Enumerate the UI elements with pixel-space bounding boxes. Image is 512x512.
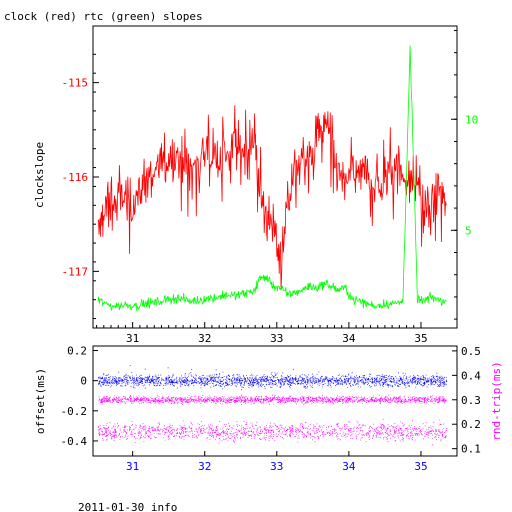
y-right-tick-label: 0.4 <box>461 369 481 382</box>
y-right-tick-label: 10 <box>465 113 478 126</box>
slope-series-group <box>97 45 447 312</box>
x-tick-label: 31 <box>126 460 139 473</box>
y-right-tick-label: 0.1 <box>461 443 481 456</box>
offset-axes-group: 31 32 33 34 35 0.2 0 -0.2 -0.4 0.5 0.4 0.3 0.2 0.1 <box>61 345 482 473</box>
series-line-clock <box>97 105 447 291</box>
offset-axis-label: offset(ms) <box>34 368 47 434</box>
x-tick-label: 35 <box>414 332 427 345</box>
x-tick-label: 34 <box>342 460 356 473</box>
offset-panel-frame <box>92 345 458 457</box>
x-tick-label: 32 <box>198 332 211 345</box>
series-points-rnd-trip <box>98 394 447 445</box>
y-right-tick-label: 0.5 <box>461 345 481 358</box>
chart-title: clock (red) rtc (green) slopes <box>4 10 203 23</box>
y-right-tick-label: 0.2 <box>461 418 481 431</box>
slope-axes-group: 31 32 33 34 35 -115 -116 -117 5 10 <box>62 29 478 345</box>
y-right-tick-label: 5 <box>465 224 472 237</box>
offset-series-group <box>98 365 447 445</box>
offset-panel: 31 32 33 34 35 0.2 0 -0.2 -0.4 0.5 0.4 0.3 0.2 0.1 of… <box>34 345 503 473</box>
rnd-trip-axis-label: rnd-trip(ms) <box>490 361 503 440</box>
x-tick-label: 35 <box>414 460 427 473</box>
y-left-tick-label: 0 <box>80 375 87 388</box>
x-tick-label: 31 <box>126 332 139 345</box>
series-line-rtc <box>97 45 447 312</box>
y-left-tick-label: -115 <box>62 77 89 90</box>
x-tick-label: 34 <box>342 332 356 345</box>
y-right-tick-label: 0.3 <box>461 394 481 407</box>
y-left-tick-label: -116 <box>62 171 89 184</box>
x-tick-label: 33 <box>270 332 283 345</box>
x-tick-label: 32 <box>198 460 211 473</box>
y-left-tick-label: -117 <box>62 265 89 278</box>
x-tick-label: 33 <box>270 460 283 473</box>
y-left-tick-label: -0.2 <box>61 405 88 418</box>
y-left-tick-label: 0.2 <box>67 345 87 358</box>
series-points-offset <box>98 365 447 391</box>
y-left-tick-label: -0.4 <box>61 435 88 448</box>
slope-panel: 31 32 33 34 35 -115 -116 -117 5 10 clockslope <box>33 25 478 345</box>
footer-date-info: 2011-01-30 info <box>78 501 177 512</box>
clockslope-axis-label: clockslope <box>33 142 46 208</box>
